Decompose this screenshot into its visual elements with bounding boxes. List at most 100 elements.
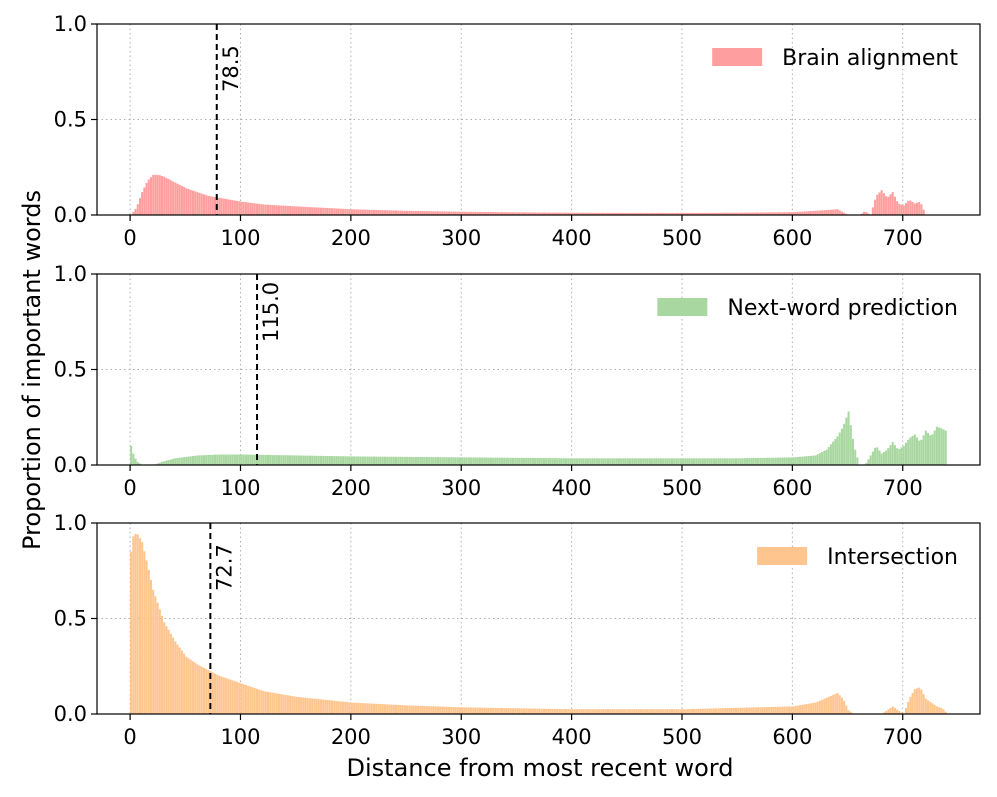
- histogram-bar: [754, 458, 757, 465]
- histogram-bar: [794, 212, 797, 215]
- histogram-bar: [571, 458, 574, 465]
- histogram-bar: [377, 210, 380, 215]
- histogram-bar: [225, 198, 228, 215]
- histogram-bar: [871, 451, 874, 465]
- y-tick-label: 1.0: [54, 12, 87, 36]
- histogram-bar: [805, 456, 808, 465]
- histogram-bar: [284, 205, 287, 215]
- x-tick-label: 400: [552, 476, 592, 500]
- histogram-bar: [359, 456, 362, 465]
- histogram-bar: [768, 457, 771, 465]
- histogram-bar: [637, 458, 640, 465]
- histogram-bar: [695, 708, 698, 714]
- histogram-bar: [737, 707, 740, 714]
- histogram-bar: [174, 182, 177, 215]
- histogram-bar: [165, 177, 168, 215]
- histogram-bar: [717, 458, 720, 465]
- histogram-bar: [187, 658, 190, 714]
- histogram-bar: [741, 707, 744, 714]
- histogram-bar: [472, 211, 475, 215]
- histogram-bar: [617, 212, 621, 215]
- histogram-bar: [520, 457, 523, 465]
- histogram-bar: [339, 208, 342, 215]
- histogram-bar: [205, 668, 208, 714]
- histogram-bar: [776, 706, 779, 714]
- histogram-bar: [593, 458, 596, 465]
- histogram-bar: [774, 457, 777, 465]
- histogram-bar: [536, 212, 539, 215]
- histogram-bar: [602, 458, 605, 465]
- histogram-bar: [317, 699, 320, 714]
- histogram-bar: [447, 706, 451, 714]
- histogram-bar: [651, 212, 654, 215]
- histogram-bar: [935, 706, 938, 714]
- histogram-bar: [167, 179, 170, 215]
- histogram-bar: [441, 706, 444, 714]
- histogram-bar: [726, 212, 729, 215]
- histogram-bar: [209, 454, 212, 465]
- histogram-bar: [231, 200, 234, 215]
- histogram-bar: [562, 458, 565, 465]
- histogram-bar: [741, 458, 744, 465]
- histogram-bar: [536, 708, 539, 714]
- histogram-bar: [651, 458, 654, 465]
- histogram-bar: [584, 709, 587, 714]
- histogram-bar: [392, 210, 395, 215]
- histogram-bar: [264, 204, 267, 215]
- histogram-bar: [624, 212, 627, 215]
- histogram-bar: [803, 456, 806, 465]
- histogram-bar: [231, 454, 234, 465]
- histogram-bar: [156, 174, 159, 215]
- histogram-bar: [743, 212, 746, 215]
- histogram-bar: [576, 212, 579, 215]
- histogram-bar: [847, 411, 850, 465]
- histogram-bar: [710, 458, 713, 465]
- histogram-bar: [434, 457, 437, 465]
- histogram-bar: [361, 209, 364, 215]
- histogram-bar: [622, 212, 625, 215]
- histogram-bar: [688, 212, 691, 215]
- histogram-bar: [562, 212, 565, 215]
- histogram-bar: [251, 454, 254, 465]
- histogram-bar: [801, 211, 804, 215]
- histogram-bar: [461, 457, 464, 465]
- histogram-bar: [761, 457, 764, 465]
- histogram-bar: [357, 456, 360, 465]
- histogram-bar: [807, 211, 810, 215]
- histogram-bar: [421, 211, 424, 215]
- histogram-bar: [253, 688, 256, 714]
- histogram-bar: [295, 696, 298, 714]
- histogram-bar: [732, 212, 735, 215]
- histogram-bar: [456, 457, 459, 465]
- histogram-bar: [213, 673, 217, 714]
- histogram-bar: [933, 430, 936, 465]
- histogram-bar: [728, 708, 731, 714]
- histogram-bar: [225, 678, 228, 714]
- histogram-bar: [450, 457, 453, 465]
- histogram-bar: [284, 455, 287, 465]
- histogram-bar: [414, 210, 417, 215]
- histogram-bar: [432, 211, 435, 215]
- histogram-bar: [706, 708, 709, 714]
- histogram-bar: [328, 456, 331, 465]
- histogram-bar: [891, 442, 894, 465]
- histogram-bar: [776, 457, 779, 465]
- histogram-bar: [507, 708, 510, 714]
- x-tick-label: 300: [441, 226, 481, 250]
- histogram-bar: [748, 212, 751, 215]
- histogram-bar: [518, 708, 521, 714]
- histogram-bar: [538, 458, 541, 465]
- histogram-bar: [401, 705, 404, 714]
- histogram-bar: [708, 458, 711, 465]
- histogram-bar: [410, 456, 413, 465]
- histogram-bar: [547, 212, 550, 215]
- histogram-bar: [613, 709, 616, 714]
- histogram-bar: [275, 205, 278, 215]
- histogram-bar: [553, 708, 557, 714]
- histogram-bar: [403, 456, 406, 465]
- histogram-bar: [915, 202, 919, 215]
- histogram-bar: [796, 456, 799, 465]
- histogram-bar: [489, 457, 492, 465]
- x-axis-title: Distance from most recent word: [347, 754, 734, 782]
- histogram-bar: [922, 694, 925, 714]
